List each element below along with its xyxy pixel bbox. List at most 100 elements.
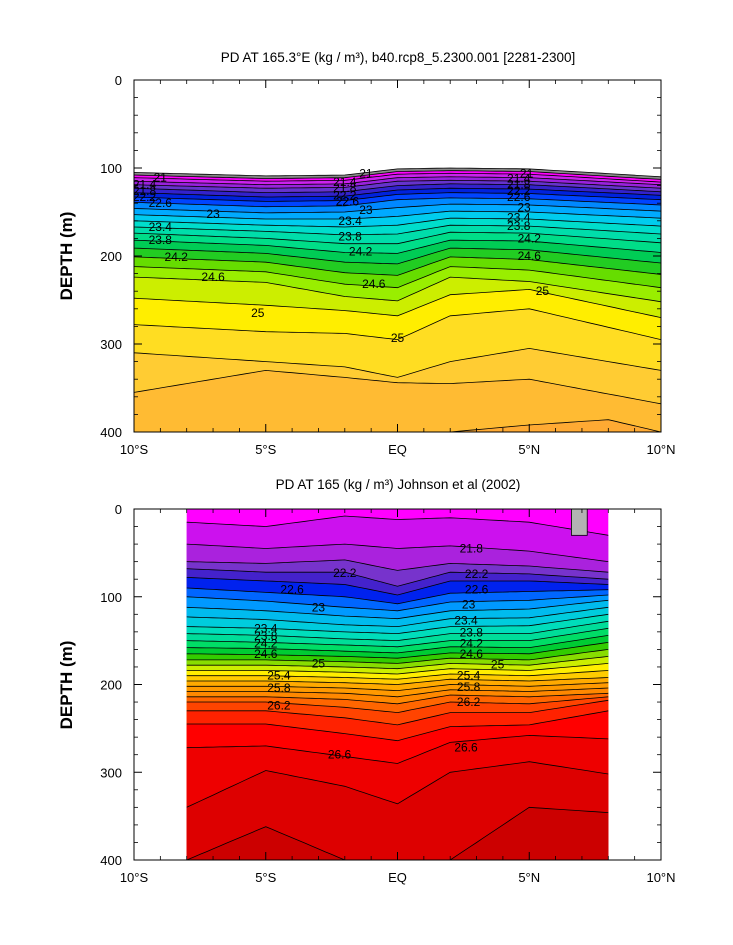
y-tick-label: 400 [100, 425, 122, 440]
contour-line-22-2 [186, 568, 609, 587]
contour-label: 24.2 [460, 636, 484, 650]
contour-label: 24.6 [201, 270, 225, 284]
contour-label: 22.2 [333, 566, 357, 580]
contour-line-21 [134, 167, 661, 178]
contour-label: 22.2 [133, 190, 157, 204]
contour-label: 26.2 [457, 695, 481, 709]
contour-label: 24.2 [518, 231, 542, 245]
contour-line-22-6 [134, 197, 661, 208]
contour-line-26-6 [186, 734, 609, 764]
contour-label: 21 [520, 166, 534, 180]
top-panel-title: PD AT 165.3°E (kg / m³), b40.rcp8_5.2300… [221, 50, 576, 65]
contour-line-22 [134, 183, 661, 193]
contour-line-23-8 [134, 239, 661, 254]
contour-line-25-4 [134, 369, 661, 405]
bottom-panel: PD AT 165 (kg / m³) Johnson et al (2002)… [57, 477, 676, 885]
contour-label: 21.8 [460, 542, 484, 556]
contour-label: 21.8 [133, 184, 157, 198]
contour-label: 24.6 [254, 647, 278, 661]
x-tick-label: EQ [388, 442, 407, 457]
contour-line-25-2 [186, 677, 609, 685]
x-tick-label: 5°S [255, 870, 276, 885]
contour-label: 23 [462, 598, 476, 612]
missing-data-patch [571, 509, 588, 536]
contour-label: 22.6 [280, 583, 304, 597]
contour-label: 24.6 [518, 249, 542, 263]
contour-label: 24.2 [349, 245, 373, 259]
contour-label: 25 [391, 331, 405, 345]
y-tick-label: 100 [100, 590, 122, 605]
contour-line-25-8 [186, 692, 609, 705]
contour-line-21-6 [186, 515, 609, 536]
contour-line-22 [186, 559, 609, 573]
x-tick-label: 5°S [255, 442, 276, 457]
contour-line-25-6 [186, 687, 609, 698]
contour-label: 23.4 [149, 220, 173, 234]
x-tick-label: 10°S [120, 870, 149, 885]
top-panel: PD AT 165.3°E (kg / m³), b40.rcp8_5.2300… [57, 50, 676, 457]
contour-label: 22.2 [333, 188, 357, 202]
contour-line-23-2 [134, 217, 661, 228]
contour-line-22-6 [186, 587, 609, 605]
contour-label: 22.6 [336, 194, 360, 208]
contour-label: 24.2 [165, 250, 189, 264]
top-y-axis-title: DEPTH (m) [57, 212, 76, 301]
contour-line-21-6 [134, 176, 661, 186]
contour-line-21-8 [134, 179, 661, 189]
contour-label: 26.6 [454, 741, 478, 755]
contour-line-24-4 [134, 266, 661, 289]
x-tick-label: EQ [388, 870, 407, 885]
contour-label: 24.6 [460, 647, 484, 661]
y-tick-label: 200 [100, 678, 122, 693]
contour-label: 21.8 [333, 181, 357, 195]
x-tick-label: 5°N [518, 870, 540, 885]
contour-line-23-6 [186, 620, 609, 642]
bottom-panel-title: PD AT 165 (kg / m³) Johnson et al (2002) [276, 477, 521, 492]
contour-label: 25.4 [267, 669, 291, 683]
contour-label: 25 [536, 284, 550, 298]
y-tick-label: 300 [100, 337, 122, 352]
contour-line-26-2 [186, 699, 609, 726]
contour-line-21-2 [134, 170, 661, 180]
contour-label: 23.4 [454, 613, 478, 627]
plot-area-0: 2121.421.822.222.62323.423.824.224.62521… [133, 166, 661, 432]
contour-line-22-2 [134, 187, 661, 198]
contour-label: 23.4 [254, 621, 278, 635]
contour-line-24-6 [134, 276, 661, 303]
contour-line-22-4 [186, 577, 609, 596]
contour-line-24 [134, 247, 661, 265]
contour-label: 22.6 [507, 190, 531, 204]
contour-band-25-4 [134, 370, 661, 432]
contour-label: 23 [206, 207, 220, 221]
contour-label: 26.6 [328, 748, 352, 762]
contour-line-24 [186, 635, 609, 654]
contour-label: 23.8 [507, 219, 531, 233]
contour-line-23 [186, 599, 609, 620]
contour-line-23-8 [186, 627, 609, 648]
contour-label: 21 [359, 166, 373, 180]
contour-label: 22.6 [465, 583, 489, 597]
contour-line-24-8 [186, 663, 609, 675]
bottom-y-axis-title: DEPTH (m) [57, 641, 76, 730]
contour-label: 23 [517, 201, 531, 215]
y-tick-label: 200 [100, 249, 122, 264]
contour-label: 21.4 [507, 172, 531, 186]
contour-line-26 [186, 696, 609, 714]
contour-line-21-4 [134, 172, 661, 183]
contour-line-24-8 [134, 288, 661, 318]
contour-label: 23.8 [149, 233, 173, 247]
contour-label: 26.2 [267, 699, 291, 713]
contour-line-25-2 [134, 347, 661, 378]
contour-line-25 [134, 308, 661, 341]
x-tick-label: 5°N [518, 442, 540, 457]
contour-line-23-6 [134, 231, 661, 245]
y-tick-label: 100 [100, 161, 122, 176]
contour-line-24-2 [134, 256, 661, 276]
x-tick-label: 10°N [646, 870, 675, 885]
contour-line-24-2 [186, 642, 609, 659]
contour-line-24-6 [186, 656, 609, 670]
contour-label: 25 [251, 306, 265, 320]
y-tick-label: 300 [100, 765, 122, 780]
contour-label: 22.2 [465, 567, 489, 581]
